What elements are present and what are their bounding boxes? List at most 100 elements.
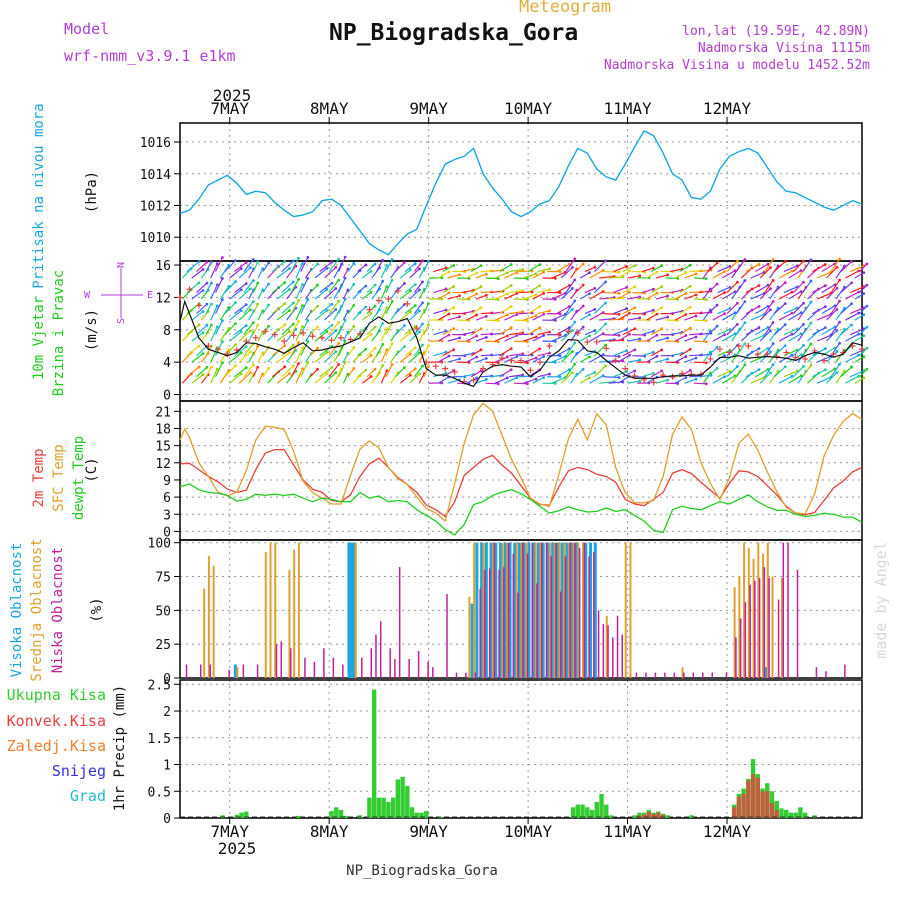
wind-arrow — [437, 334, 450, 342]
pressure-unit: (hPa) — [84, 171, 100, 213]
cloud-bar-2 — [398, 567, 401, 678]
wind-arrow-head — [330, 323, 334, 327]
wind-arrow — [342, 268, 349, 279]
wind-arrow — [224, 260, 236, 272]
wind-arrow-head — [458, 294, 461, 298]
wind-arrow — [314, 330, 328, 342]
lonlat-label: lon,lat (19.59E, 42.89N) — [682, 24, 870, 39]
wind-arrow-head — [369, 332, 373, 336]
wind-arrow-head — [728, 306, 732, 310]
wind-arrow-head — [694, 293, 698, 297]
wind-arrow-head — [509, 305, 513, 308]
wind-arrow — [352, 291, 361, 300]
wind-arrow — [309, 368, 318, 378]
precip-bar-0 — [329, 811, 334, 818]
wind-arrow — [707, 346, 718, 357]
wind-arrow — [509, 269, 523, 273]
wind-arrow-head — [337, 342, 341, 345]
wind-arrow-head — [783, 344, 787, 348]
gust-marker — [309, 333, 316, 340]
cloud-bar-2 — [744, 602, 747, 678]
wind-arrow-head — [267, 282, 271, 286]
wind-arrow — [466, 272, 477, 279]
cloud-bar-0 — [593, 542, 597, 678]
wind-arrow — [579, 314, 590, 321]
wind-arrow-head — [525, 277, 529, 280]
y-tick-label: 0.5 — [148, 785, 171, 800]
wind-arrow — [319, 303, 333, 315]
cloud-bar-2 — [484, 569, 486, 678]
precip-bar-0 — [390, 797, 396, 818]
wind-arrow — [702, 309, 711, 321]
precip-bar-0 — [689, 815, 694, 818]
wind-arrow-head — [604, 364, 607, 368]
wind-arrow-head — [553, 276, 557, 280]
wind-arrow — [650, 370, 663, 378]
wind-arrow — [565, 363, 576, 378]
wind-arrow — [409, 289, 420, 300]
wind-arrow-head — [776, 348, 780, 352]
cloud-bar-1 — [780, 577, 783, 678]
wind-arrow-head — [865, 346, 869, 350]
cloud-bar-2 — [593, 552, 595, 678]
wind-arrow-head — [515, 292, 519, 295]
wind-arrow — [684, 294, 697, 300]
wind-arrow — [191, 269, 204, 279]
wind-arrow — [769, 265, 779, 279]
cloud-bar-1 — [747, 548, 750, 678]
wind-arrow-head — [244, 345, 248, 349]
wind-arrow — [537, 352, 550, 357]
wind-arrow-head — [757, 347, 761, 351]
cloud-bar-1 — [563, 542, 566, 678]
wind-arrow — [466, 377, 477, 384]
wind-arrow-head — [790, 311, 794, 315]
gust-marker — [622, 365, 629, 372]
wind-arrow-head — [390, 300, 394, 303]
cloud-bar-2 — [389, 648, 391, 678]
gust-marker — [328, 337, 335, 344]
cloud-bar-2 — [394, 659, 396, 678]
wind-arrow-head — [735, 280, 739, 284]
wind-arrow — [290, 321, 300, 335]
cloud-bar-2 — [815, 667, 818, 678]
wind-arrow-head — [515, 334, 519, 337]
wind-arrow — [826, 266, 838, 279]
wind-arrow-head — [799, 353, 803, 357]
wind-arrow — [248, 268, 255, 279]
wind-arrow-head — [248, 308, 252, 312]
wind-arrow-head — [496, 298, 500, 302]
wind-arrow — [593, 281, 606, 293]
wind-arrow-head — [593, 265, 597, 269]
cloud-bar-2 — [749, 584, 751, 678]
wind-arrow — [281, 344, 294, 357]
cloud-bar-0 — [555, 542, 559, 678]
wind-arrow-head — [776, 285, 780, 289]
wind-arrow — [670, 331, 683, 336]
wind-arrow — [205, 282, 212, 293]
wind-arrow — [613, 265, 627, 273]
wind-arrow-head — [581, 325, 585, 329]
cloud-bar-2 — [531, 542, 534, 678]
precip-bar-1 — [769, 803, 775, 818]
wind-arrow-head — [660, 369, 664, 373]
wind-arrow-head — [850, 323, 853, 327]
wind-arrow-head — [850, 302, 853, 306]
wind-arrow — [783, 286, 798, 294]
wind-arrow — [399, 269, 411, 279]
wind-arrow — [186, 261, 200, 272]
wind-arrow — [693, 319, 707, 322]
wind-arrow-head — [408, 352, 412, 356]
wind-arrow — [433, 351, 447, 357]
wind-arrow — [243, 322, 254, 336]
wind-arrow-head — [475, 334, 479, 338]
cloud-bar-1 — [681, 667, 684, 678]
wind-arrow — [205, 261, 212, 272]
wind-arrow-head — [452, 306, 456, 309]
wind-arrow — [513, 319, 528, 322]
wind-arrow-head — [239, 288, 243, 292]
wind-arrow-head — [525, 340, 529, 344]
wind-arrow — [764, 301, 774, 314]
wind-arrow — [385, 301, 393, 314]
wind-arrow-head — [684, 292, 688, 295]
wind-arrow-head — [390, 257, 394, 261]
